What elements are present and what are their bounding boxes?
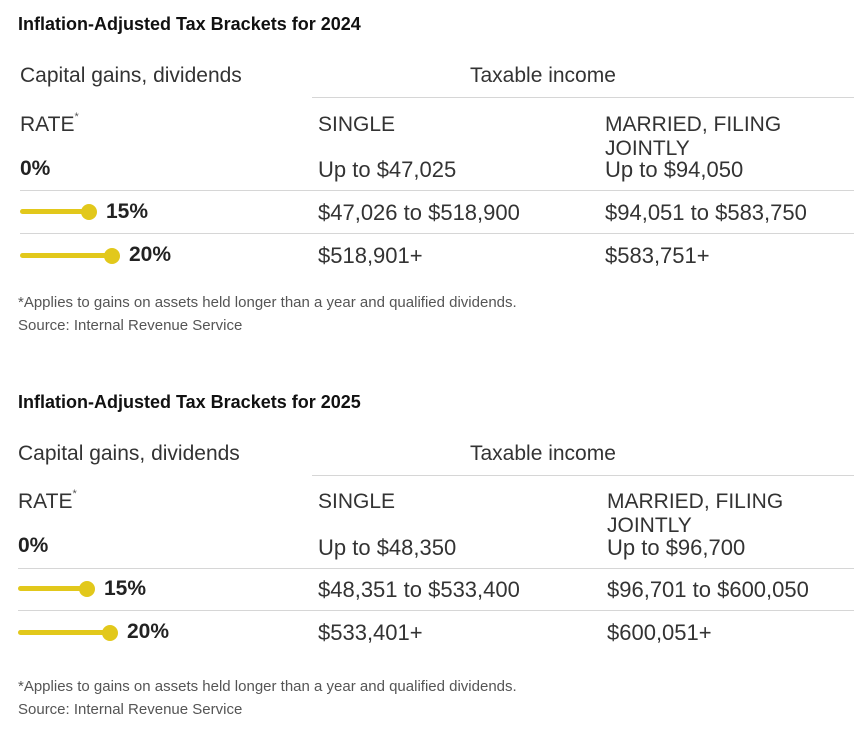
rate-bar-1: [20, 209, 89, 214]
row-divider: [18, 610, 854, 611]
left-group-header: Capital gains, dividends: [20, 64, 242, 87]
rate-bar-1: [18, 586, 87, 591]
taxable-income-header: Taxable income: [470, 64, 616, 87]
rate-label-1: 15%: [104, 577, 147, 600]
rate-label-1: 15%: [106, 200, 149, 223]
single-cell-1: $47,026 to $518,900: [318, 200, 520, 225]
rate-label-0: 0%: [20, 157, 51, 180]
rate-dot-1: [81, 204, 97, 220]
rate-footnote-mark: *: [74, 111, 79, 123]
left-group-header: Capital gains, dividends: [18, 442, 240, 465]
married-cell-2: $583,751+: [605, 243, 710, 268]
footnote: *Applies to gains on assets held longer …: [18, 294, 517, 311]
rate-dot-2: [102, 625, 118, 641]
rate-label-0: 0%: [18, 534, 49, 557]
col-header-single: SINGLE: [318, 113, 396, 136]
row-divider: [20, 190, 854, 191]
rate-label: RATE: [18, 490, 73, 513]
col-header-single: SINGLE: [318, 490, 396, 513]
footnote: *Applies to gains on assets held longer …: [18, 678, 517, 695]
source-note: Source: Internal Revenue Service: [18, 317, 243, 334]
single-cell-0: Up to $48,350: [318, 535, 457, 560]
col-header-rate: RATE*: [18, 488, 77, 514]
source-note: Source: Internal Revenue Service: [18, 701, 243, 718]
row-divider: [18, 568, 854, 569]
single-cell-2: $533,401+: [318, 620, 423, 645]
group-header-rule: [312, 475, 854, 476]
col-header-married: MARRIED, FILING JOINTLY: [607, 490, 784, 537]
married-cell-1: $94,051 to $583,750: [605, 200, 807, 225]
table-title: Inflation-Adjusted Tax Brackets for 2025: [18, 392, 361, 412]
rate-label-2: 20%: [127, 620, 170, 643]
taxable-income-header: Taxable income: [470, 442, 616, 465]
rate-dot-1: [79, 581, 95, 597]
group-header-rule: [312, 97, 854, 98]
rate-bar-2: [18, 630, 110, 635]
col-header-rate: RATE*: [20, 111, 79, 137]
married-cell-2: $600,051+: [607, 620, 712, 645]
rate-label-2: 20%: [129, 243, 172, 266]
single-cell-2: $518,901+: [318, 243, 423, 268]
table-title: Inflation-Adjusted Tax Brackets for 2024: [18, 14, 361, 34]
row-divider: [20, 233, 854, 234]
married-cell-0: Up to $96,700: [607, 535, 746, 560]
single-cell-1: $48,351 to $533,400: [318, 577, 520, 602]
rate-bar-2: [20, 253, 112, 258]
rate-label: RATE: [20, 113, 75, 136]
single-cell-0: Up to $47,025: [318, 157, 457, 182]
rate-footnote-mark: *: [72, 488, 77, 500]
married-cell-1: $96,701 to $600,050: [607, 577, 809, 602]
col-header-married: MARRIED, FILING JOINTLY: [605, 113, 782, 160]
rate-dot-2: [104, 248, 120, 264]
married-cell-0: Up to $94,050: [605, 157, 744, 182]
